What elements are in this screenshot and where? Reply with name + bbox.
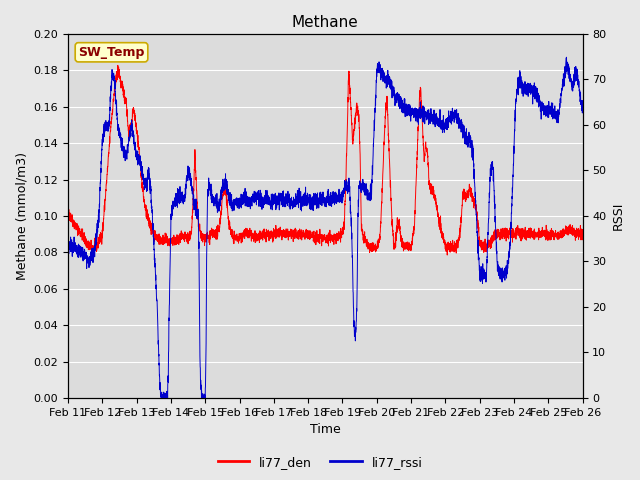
li77_den [444,252,451,258]
li77_den [438,232,446,238]
li77_den [308,235,316,240]
li77_den [64,208,72,214]
li77_den [563,231,571,237]
li77_den [280,231,288,237]
li77_rssi [563,65,571,71]
li77_rssi [280,201,288,206]
Title: Methane: Methane [292,15,358,30]
li77_rssi [285,194,292,200]
li77_den [285,229,292,235]
Line: li77_rssi: li77_rssi [68,57,582,398]
Text: SW_Temp: SW_Temp [78,46,145,59]
li77_rssi [538,106,545,112]
li77_den [114,62,122,68]
li77_den [579,230,586,236]
li77_rssi [308,207,316,213]
li77_rssi [64,243,72,249]
li77_rssi [438,126,446,132]
Y-axis label: Methane (mmol/m3): Methane (mmol/m3) [15,152,28,280]
Legend: li77_den, li77_rssi: li77_den, li77_rssi [212,451,428,474]
li77_den [538,231,545,237]
li77_rssi [579,101,586,107]
li77_rssi [563,54,570,60]
Line: li77_den: li77_den [68,65,582,255]
X-axis label: Time: Time [310,423,340,436]
li77_rssi [157,395,165,401]
Y-axis label: RSSI: RSSI [612,202,625,230]
